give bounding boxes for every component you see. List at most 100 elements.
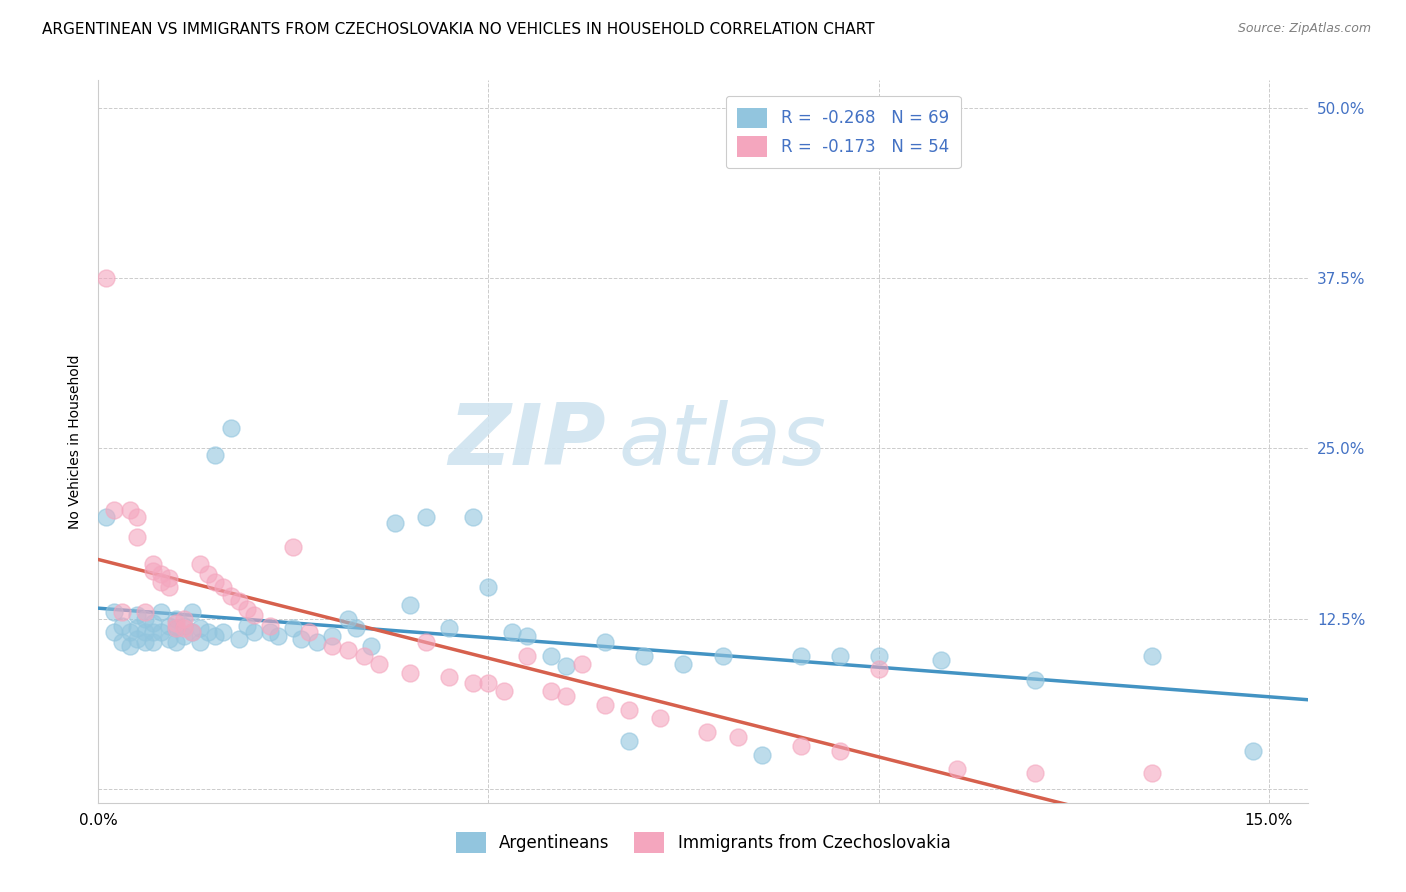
Point [173,630,195,644]
Point [321,630,343,644]
Point [157,632,180,647]
Point [111,618,134,632]
Point [298,625,321,640]
Point [353,648,375,663]
Point [1140,765,1163,780]
Point [494,684,516,698]
Point [727,731,749,745]
Point [173,618,195,632]
Point [259,618,281,632]
Point [945,762,967,776]
Point [181,625,204,640]
Point [789,739,811,753]
Point [118,502,141,516]
Point [181,625,204,640]
Point [157,571,180,585]
Point [461,509,484,524]
Point [337,612,360,626]
Point [127,607,149,622]
Point [165,612,187,626]
Point [344,621,367,635]
Point [283,540,305,554]
Point [828,648,851,663]
Point [188,635,211,649]
Point [368,657,391,671]
Point [672,657,695,671]
Point [212,625,235,640]
Point [439,670,461,684]
Point [219,589,242,603]
Point [103,502,125,516]
Point [595,698,617,712]
Point [501,625,523,640]
Point [1024,765,1046,780]
Point [929,653,952,667]
Point [540,648,562,663]
Point [127,632,149,647]
Point [516,648,538,663]
Point [305,635,328,649]
Point [1140,648,1163,663]
Point [188,621,211,635]
Point [415,635,437,649]
Point [337,643,360,657]
Point [173,612,195,626]
Point [149,566,172,581]
Point [142,564,165,578]
Point [571,657,593,671]
Point [228,594,250,608]
Point [228,632,250,647]
Point [142,615,165,630]
Point [157,581,180,595]
Point [540,684,562,698]
Point [197,566,219,581]
Point [149,574,172,589]
Point [751,748,773,763]
Point [555,659,578,673]
Text: ARGENTINEAN VS IMMIGRANTS FROM CZECHOSLOVAKIA NO VEHICLES IN HOUSEHOLD CORRELATI: ARGENTINEAN VS IMMIGRANTS FROM CZECHOSLO… [42,22,875,37]
Point [648,711,671,725]
Point [283,621,305,635]
Point [103,625,125,640]
Point [633,648,655,663]
Point [360,639,382,653]
Point [243,625,266,640]
Point [96,509,118,524]
Point [711,648,734,663]
Point [142,558,165,572]
Point [399,598,422,612]
Point [149,605,172,619]
Point [165,621,187,635]
Point [165,635,187,649]
Point [235,618,257,632]
Point [212,581,235,595]
Point [103,605,125,619]
Point [219,421,242,435]
Point [696,725,718,739]
Point [477,581,499,595]
Point [181,605,204,619]
Point [384,516,406,531]
Text: ZIP: ZIP [449,400,606,483]
Text: atlas: atlas [619,400,827,483]
Point [259,625,281,640]
Point [516,630,538,644]
Point [149,625,172,640]
Point [118,625,141,640]
Point [595,635,617,649]
Point [1241,744,1264,758]
Point [617,734,640,748]
Point [235,602,257,616]
Point [477,676,499,690]
Point [127,530,149,544]
Point [127,621,149,635]
Point [96,271,118,285]
Point [111,635,134,649]
Point [415,509,437,524]
Point [173,621,195,635]
Point [157,618,180,632]
Point [204,448,226,462]
Point [555,690,578,704]
Point [111,605,134,619]
Legend: Argentineans, Immigrants from Czechoslovakia: Argentineans, Immigrants from Czechoslov… [449,826,957,860]
